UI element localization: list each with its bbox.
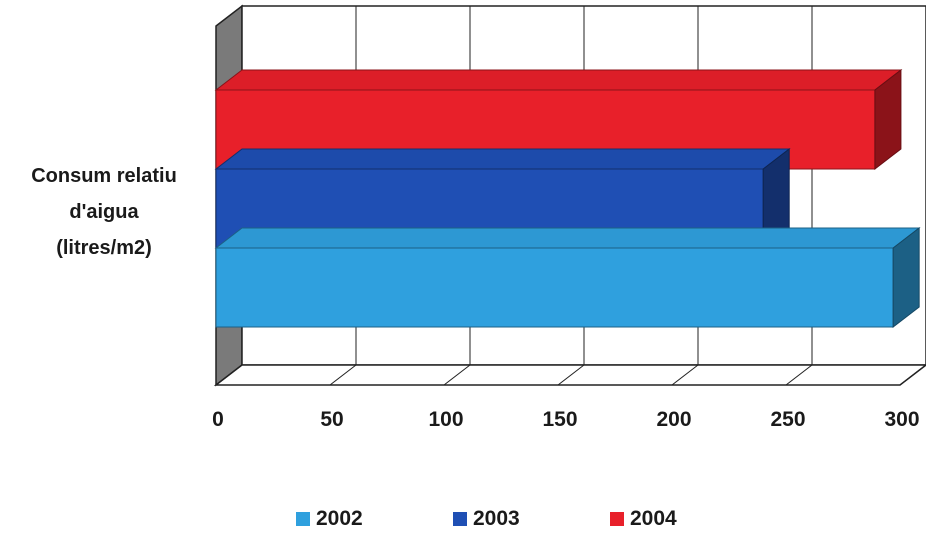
bar-top-face	[214, 227, 921, 249]
legend-swatch	[453, 512, 467, 526]
bar-top-face	[214, 69, 903, 91]
legend-item-2003: 2003	[453, 507, 520, 531]
bar-front-face	[215, 247, 894, 328]
x-tick-label: 0	[212, 408, 224, 431]
x-tick-label: 50	[320, 408, 343, 431]
legend-label: 2002	[316, 507, 363, 530]
legend-swatch	[610, 512, 624, 526]
floor-gridline	[899, 364, 926, 386]
bar-top-face	[214, 148, 791, 170]
floor-gridline	[329, 364, 357, 386]
category-label-line: Consum relatiu	[31, 165, 177, 187]
chart-plot: 0 50 100 150 200 250 300	[212, 4, 926, 431]
bar-2002	[214, 226, 921, 329]
floor-gridline	[785, 364, 813, 386]
bar-group	[214, 68, 921, 329]
legend-label: 2004	[630, 507, 677, 530]
category-label-line: d'aigua	[69, 201, 139, 223]
x-tick-label: 300	[884, 408, 919, 431]
bar-end-cap	[874, 68, 902, 171]
x-axis-ticks: 0 50 100 150 200 250 300	[212, 408, 919, 431]
x-tick-label: 250	[770, 408, 805, 431]
floor-gridline	[671, 364, 699, 386]
category-label: Consum relatiu d'aigua (litres/m2)	[4, 158, 204, 266]
legend-label: 2003	[473, 507, 520, 530]
x-tick-label: 200	[656, 408, 691, 431]
legend-item-2004: 2004	[610, 507, 677, 531]
floor-gridline	[557, 364, 585, 386]
x-tick-label: 100	[428, 408, 463, 431]
legend-item-2002: 2002	[296, 507, 363, 531]
floor-gridline	[215, 364, 243, 386]
category-label-line: (litres/m2)	[56, 237, 152, 259]
bar-end-cap	[892, 226, 920, 329]
floor-gridline	[443, 364, 471, 386]
legend-swatch	[296, 512, 310, 526]
x-tick-label: 150	[542, 408, 577, 431]
